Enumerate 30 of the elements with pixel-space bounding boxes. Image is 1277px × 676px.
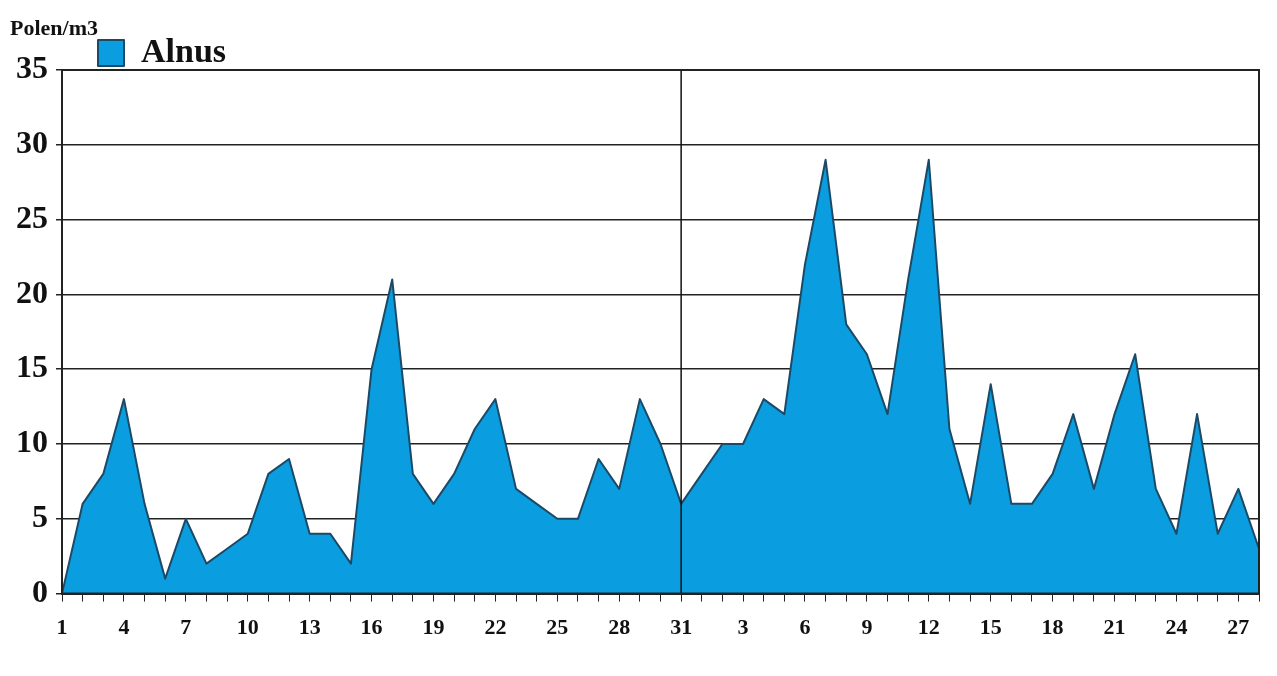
y-tick-label: 15 [16, 348, 48, 385]
y-tick-label: 10 [16, 423, 48, 460]
y-tick-label: 5 [32, 498, 48, 535]
x-tick-label: 19 [422, 614, 445, 640]
x-tick-label: 7 [180, 614, 192, 640]
x-tick-label: 10 [236, 614, 259, 640]
x-tick-label: 13 [298, 614, 321, 640]
y-tick-label: 30 [16, 124, 48, 161]
x-tick-label: 18 [1041, 614, 1064, 640]
x-tick-label: 31 [670, 614, 693, 640]
x-tick-label: 3 [737, 614, 749, 640]
x-tick-label: 27 [1227, 614, 1250, 640]
x-tick-label: 6 [799, 614, 811, 640]
y-axis-title: Polen/m3 [10, 14, 98, 40]
x-tick-label: 4 [118, 614, 130, 640]
x-tick-label: 21 [1103, 614, 1126, 640]
x-tick-label: 24 [1165, 614, 1188, 640]
x-tick-label: 16 [360, 614, 383, 640]
x-tick-label: 15 [979, 614, 1002, 640]
x-tick-label: 25 [546, 614, 569, 640]
x-tick-label: 1 [56, 614, 68, 640]
x-tick-label: 28 [608, 614, 631, 640]
y-tick-label: 25 [16, 198, 48, 235]
y-tick-label: 20 [16, 273, 48, 310]
x-tick-label: 12 [917, 614, 940, 640]
x-tick-label: 9 [861, 614, 873, 640]
x-tick-label: 22 [484, 614, 507, 640]
y-tick-label: 35 [16, 49, 48, 86]
y-tick-label: 0 [32, 572, 48, 609]
legend-label: Alnus [141, 31, 227, 69]
